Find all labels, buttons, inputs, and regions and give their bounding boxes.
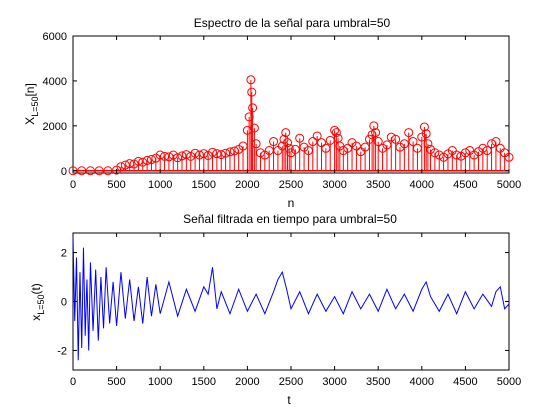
stem-marker: [133, 156, 143, 166]
stem-marker: [125, 159, 135, 169]
spectrum-x-tick-label: 2500: [279, 179, 303, 191]
stem-marker: [251, 139, 261, 149]
spectrum-x-tick-label: 4000: [410, 179, 434, 191]
signal-y-tick-label: 2: [61, 248, 67, 260]
spectrum-y-label-main: X: [23, 117, 37, 125]
stem-marker: [404, 128, 414, 138]
signal-x-tick-label: 2000: [235, 376, 259, 388]
stem-marker: [190, 148, 200, 158]
spectrum-x-tick-label: 2000: [235, 179, 259, 191]
spectrum-y-ticks: 0 2000 4000 6000: [43, 31, 509, 178]
stem-marker: [386, 132, 396, 142]
stem-marker: [208, 147, 218, 157]
signal-x-tick-label: 500: [107, 376, 125, 388]
filtered-signal-y-ticks: -2 0 2: [57, 248, 509, 357]
stem-marker: [248, 103, 258, 113]
stem-marker: [281, 128, 291, 138]
stem-marker: [246, 75, 256, 85]
spectrum-x-tick-label: 0: [70, 179, 76, 191]
stem-marker: [419, 122, 429, 132]
spectrum-x-tick-label: 5000: [497, 179, 521, 191]
signal-x-tick-label: 3000: [322, 376, 346, 388]
spectrum-x-tick-label: 1500: [192, 179, 216, 191]
stem-marker: [160, 151, 170, 161]
stem-marker: [421, 129, 431, 139]
signal-y-label-main: x: [29, 315, 43, 321]
spectrum-x-ticks: 0 500 1000 1500 2000 2500 3000 3500 4000 4500 5000: [70, 36, 521, 191]
spectrum-x-axis-label: n: [288, 196, 295, 210]
stem-marker: [247, 87, 257, 97]
signal-x-tick-label: 1500: [192, 376, 216, 388]
spectrum-marks: [68, 75, 514, 176]
stem-marker: [430, 148, 440, 158]
filtered-signal-x-ticks: 0 500 1000 1500 2000 2500 3000 3500 4000 4500 5000: [70, 233, 521, 388]
filtered-signal-x-axis-label: t: [287, 393, 291, 407]
signal-y-tick-label: 0: [61, 297, 67, 309]
spectrum-plot: Espectro de la señal para umbral=50 0 500…: [23, 16, 521, 210]
stem-marker: [269, 137, 279, 147]
signal-x-tick-label: 2500: [279, 376, 303, 388]
spectrum-y-tick-label: 4000: [43, 76, 67, 88]
stem-marker: [330, 125, 340, 135]
signal-y-label-sub: L=50: [36, 295, 46, 315]
stem-marker: [181, 150, 191, 160]
stem-marker: [249, 123, 259, 133]
signal-x-tick-label: 1000: [148, 376, 172, 388]
stem-marker: [452, 150, 462, 160]
stem-marker: [312, 131, 322, 141]
filtered-signal-plot: Señal filtrada en tiempo para umbral=50 …: [29, 212, 521, 407]
spectrum-y-tick-label: 0: [61, 166, 67, 178]
spectrum-x-tick-label: 3000: [322, 179, 346, 191]
stem-marker: [423, 139, 433, 149]
filtered-signal-y-axis-label: xL=50(t): [29, 283, 46, 321]
spectrum-y-tick-label: 6000: [43, 31, 67, 43]
stem-marker: [295, 133, 305, 143]
signal-x-tick-label: 3500: [366, 376, 390, 388]
spectrum-x-tick-label: 500: [107, 179, 125, 191]
spectrum-y-tick-label: 2000: [43, 121, 67, 133]
spectrum-x-tick-label: 4500: [453, 179, 477, 191]
stem-marker: [199, 149, 209, 159]
stem-marker: [212, 149, 222, 159]
filtered-signal-title: Señal filtrada en tiempo para umbral=50: [183, 212, 397, 226]
filtered-signal-marks: [72, 235, 510, 361]
stem-marker: [371, 128, 381, 138]
spectrum-title: Espectro de la señal para umbral=50: [194, 16, 391, 30]
signal-y-label-suffix: (t): [29, 283, 43, 294]
stem-marker: [317, 138, 327, 148]
spectrum-y-label-suffix: [n]: [23, 83, 37, 96]
stem-marker: [491, 137, 501, 147]
signal-line: [72, 235, 510, 361]
stem-marker: [168, 150, 178, 160]
spectrum-x-tick-label: 3500: [366, 179, 390, 191]
stem-marker: [434, 150, 444, 160]
stem-marker: [504, 152, 514, 162]
spectrum-y-label-sub: L=50: [30, 97, 40, 117]
signal-x-tick-label: 4000: [410, 376, 434, 388]
stem-marker: [391, 134, 401, 144]
stem-marker: [331, 128, 341, 138]
signal-y-tick-label: -2: [57, 345, 67, 357]
stem-marker: [408, 137, 418, 147]
spectrum-x-tick-label: 1000: [148, 179, 172, 191]
spectrum-axes-box: [72, 35, 510, 174]
stem-marker: [478, 143, 488, 153]
stem-marker: [244, 112, 254, 122]
signal-x-tick-label: 5000: [497, 376, 521, 388]
spectrum-y-axis-label: XL=50[n]: [23, 83, 40, 125]
signal-x-tick-label: 0: [70, 376, 76, 388]
stem-marker: [255, 148, 265, 158]
stem-marker: [283, 138, 293, 148]
stem-marker: [351, 141, 361, 151]
stem-marker: [284, 143, 294, 153]
signal-x-tick-label: 4500: [453, 376, 477, 388]
stem-marker: [369, 121, 379, 131]
stem-marker: [155, 150, 165, 160]
stem-marker: [373, 137, 383, 147]
filtered-signal-axes-box: [72, 232, 510, 371]
